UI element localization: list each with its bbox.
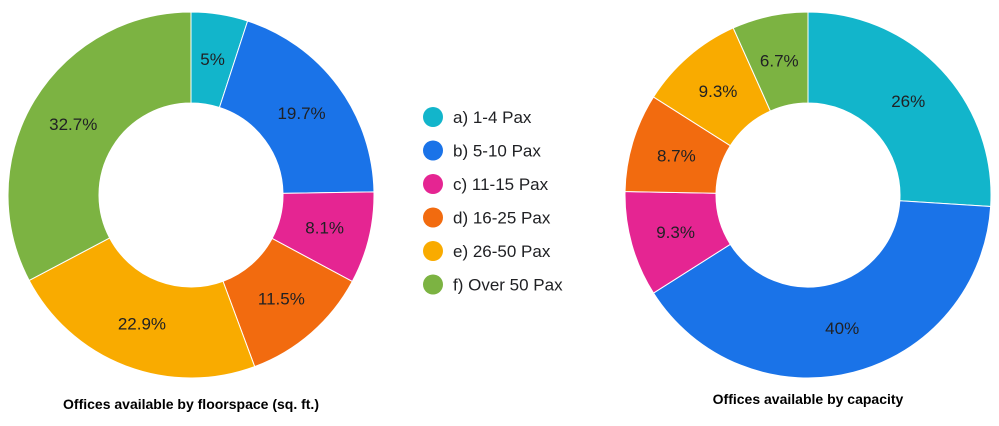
capacity-label-1-4-pax: 26% <box>891 92 925 111</box>
floorspace-label-5-10-pax: 19.7% <box>277 104 325 123</box>
floorspace-donut-chart: 5% 19.7% 8.1% 11.5% 22.9% 32.7% <box>7 11 375 379</box>
capacity-label-26-50-pax: 9.3% <box>699 82 738 101</box>
capacity-label-11-15-pax: 9.3% <box>656 223 695 242</box>
capacity-donut-chart: 26% 40% 9.3% 8.7% 9.3% 6.7% <box>624 11 992 379</box>
floorspace-label-16-25-pax: 11.5% <box>258 290 305 309</box>
floorspace-chart-title: Offices available by floorspace (sq. ft.… <box>63 396 319 412</box>
legend-label-26-50-pax: e) 26-50 Pax <box>453 242 551 261</box>
floorspace-label-26-50-pax: 22.9% <box>118 314 166 333</box>
legend-swatch-5-10-pax <box>423 140 443 161</box>
capacity-label-over-50-pax: 6.7% <box>760 52 799 71</box>
legend-swatch-over-50-pax <box>423 274 443 295</box>
floorspace-slice-over-50-pax <box>7 11 192 282</box>
legend-swatch-16-25-pax <box>423 207 443 228</box>
floorspace-label-1-4-pax: 5% <box>200 50 225 69</box>
legend-label-1-4-pax: a) 1-4 Pax <box>453 108 532 127</box>
legend: a) 1-4 Pax b) 5-10 Pax c) 11-15 Pax d) 16-2… <box>423 107 563 295</box>
legend-label-16-25-pax: d) 16-25 Pax <box>453 209 551 228</box>
floorspace-slice-5-10-pax <box>218 20 375 194</box>
floorspace-label-11-15-pax: 8.1% <box>305 218 344 237</box>
legend-label-11-15-pax: c) 11-15 Pax <box>453 175 549 194</box>
legend-label-over-50-pax: f) Over 50 Pax <box>453 276 563 295</box>
capacity-slice-5-10-pax <box>652 200 992 379</box>
legend-swatch-11-15-pax <box>423 174 443 194</box>
legend-swatch-1-4-pax <box>423 107 443 127</box>
capacity-label-16-25-pax: 8.7% <box>657 146 696 165</box>
legend-label-5-10-pax: b) 5-10 Pax <box>453 142 541 161</box>
legend-swatch-26-50-pax <box>423 241 443 261</box>
floorspace-slice-26-50-pax <box>28 237 256 379</box>
capacity-slice-1-4-pax <box>807 11 992 208</box>
capacity-chart-title: Offices available by capacity <box>713 391 904 407</box>
capacity-slice-over-50-pax <box>732 11 809 112</box>
floorspace-label-over-50-pax: 32.7% <box>49 115 97 134</box>
capacity-label-5-10-pax: 40% <box>825 319 859 338</box>
